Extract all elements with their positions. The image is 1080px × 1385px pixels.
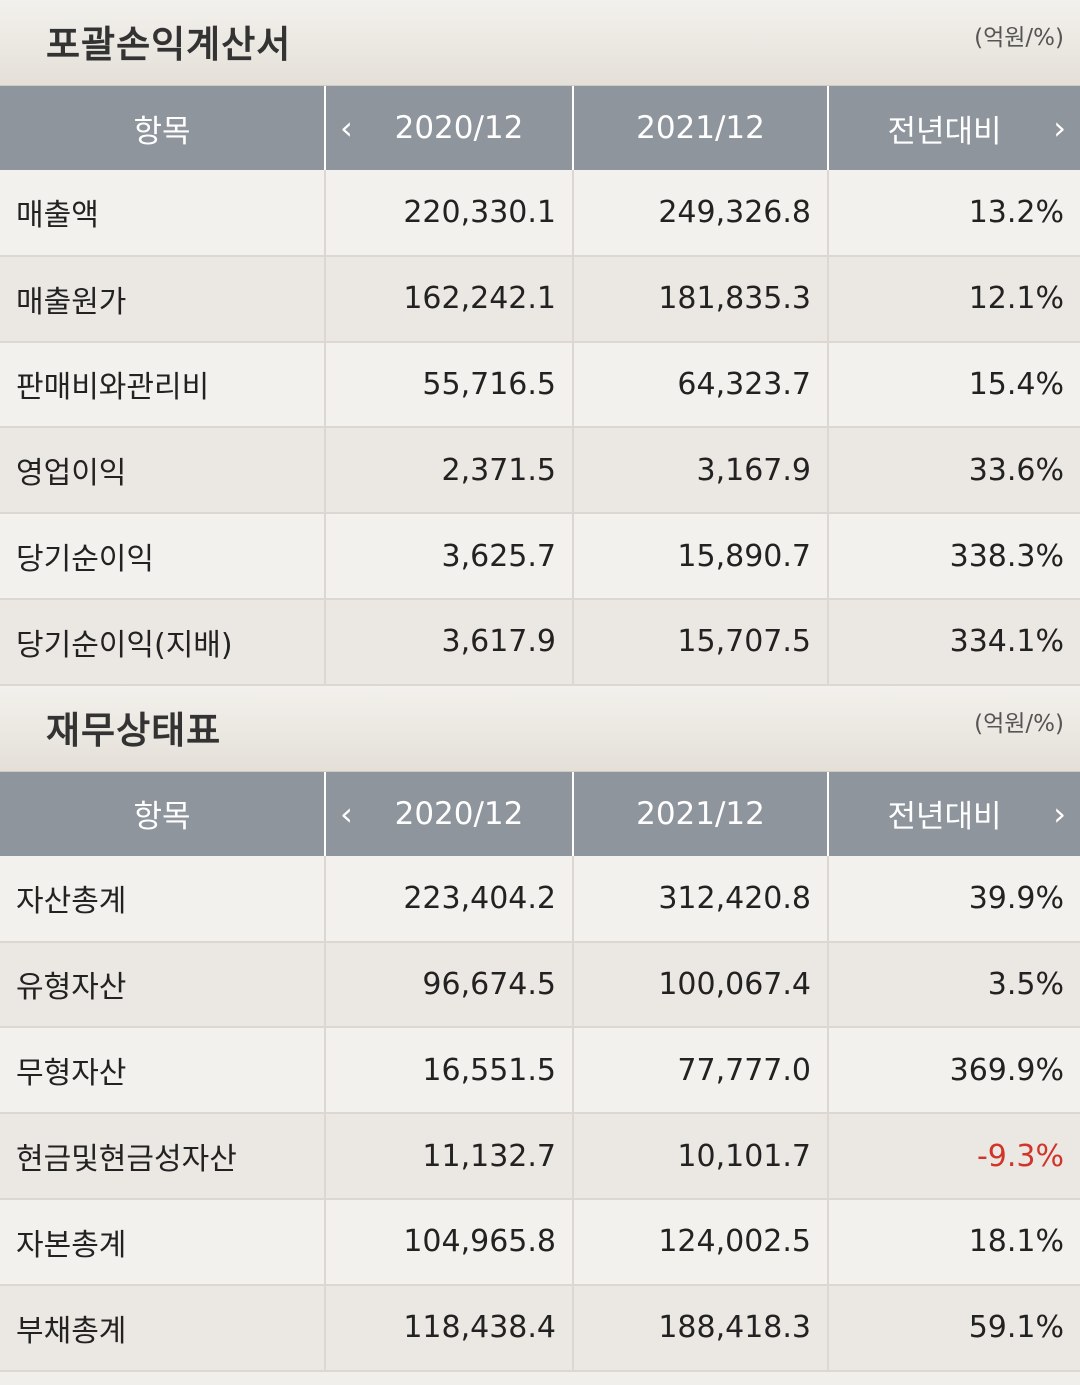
value-2021: 181,835.3 (573, 255, 829, 342)
value-yoy: 369.9% (949, 1052, 1064, 1088)
header-period1: ‹ 2020/12 (325, 86, 574, 170)
row-label: 자본총계 (0, 1198, 326, 1285)
value-yoy: 13.2% (968, 194, 1064, 230)
value-2020: 2,371.5 (325, 427, 574, 514)
table-row: 부채총계 118,438.4 188,418.3 59.1% (0, 1284, 1080, 1371)
row-label: 판매비와관리비 (0, 341, 326, 428)
value-yoy: -9.3% (976, 1138, 1064, 1174)
row-label: 무형자산 (0, 1027, 326, 1114)
chevron-left-icon[interactable]: ‹ (340, 109, 353, 147)
value-yoy: 18.1% (968, 1224, 1064, 1260)
value-2020: 3,625.7 (325, 513, 574, 599)
row-label: 매출액 (0, 170, 326, 256)
row-label: 자산총계 (0, 855, 326, 942)
value-2020: 104,965.8 (325, 1198, 574, 1285)
balance-section-title: 재무상태표 (46, 708, 222, 752)
value-2021: 64,323.7 (573, 341, 829, 428)
table-row: 매출액 220,330.1 249,326.8 13.2% (0, 170, 1080, 256)
value-2020: 162,242.1 (325, 255, 574, 342)
row-label: 당기순이익(지배) (0, 598, 326, 685)
table-row: 매출원가 162,242.1 181,835.3 12.1% (0, 255, 1080, 342)
income-section-header: 포괄손익계산서 (억원/%) (0, 0, 1080, 86)
value-yoy: 15.4% (968, 366, 1064, 402)
table-row: 자본총계 104,965.8 124,002.5 18.1% (0, 1198, 1080, 1285)
income-table-header: 항목 ‹ 2020/12 2021/12 전년대비 › (0, 86, 1080, 170)
balance-table: 항목 ‹ 2020/12 2021/12 전년대비 › 자산총계 223,404… (0, 771, 1080, 1372)
value-yoy: 59.1% (968, 1310, 1064, 1346)
header-period2: 2021/12 (573, 771, 829, 856)
row-label: 유형자산 (0, 941, 326, 1028)
value-yoy: 338.3% (949, 538, 1064, 574)
chevron-right-icon[interactable]: › (1053, 794, 1066, 833)
row-label: 매출원가 (0, 255, 326, 342)
value-2021: 249,326.8 (573, 170, 829, 256)
table-row: 현금및현금성자산 11,132.7 10,101.7 -9.3% (0, 1113, 1080, 1199)
income-table: 항목 ‹ 2020/12 2021/12 전년대비 › 매출액 220,330.… (0, 86, 1080, 686)
value-2020: 16,551.5 (325, 1027, 574, 1114)
header-item: 항목 (0, 86, 326, 170)
value-yoy: 3.5% (987, 966, 1064, 1002)
value-2020: 55,716.5 (325, 341, 574, 428)
value-2021: 124,002.5 (573, 1198, 829, 1285)
table-row: 자산총계 223,404.2 312,420.8 39.9% (0, 855, 1080, 942)
header-item: 항목 (0, 771, 326, 856)
value-2020: 220,330.1 (325, 170, 574, 256)
row-label: 영업이익 (0, 427, 326, 514)
chevron-left-icon[interactable]: ‹ (340, 794, 353, 833)
value-2021: 3,167.9 (573, 427, 829, 514)
table-row: 당기순이익(지배) 3,617.9 15,707.5 334.1% (0, 598, 1080, 685)
row-label: 부채총계 (0, 1284, 326, 1371)
value-yoy: 33.6% (968, 452, 1064, 488)
value-2020: 223,404.2 (325, 855, 574, 942)
table-row: 유형자산 96,674.5 100,067.4 3.5% (0, 941, 1080, 1028)
income-section-title: 포괄손익계산서 (46, 23, 292, 66)
balance-unit-label: (억원/%) (974, 710, 1064, 737)
balance-section-header: 재무상태표 (억원/%) (0, 685, 1080, 772)
chevron-right-icon[interactable]: › (1053, 109, 1066, 147)
header-period2: 2021/12 (573, 86, 829, 170)
header-yoy: 전년대비 › (887, 109, 1066, 150)
value-2021: 312,420.8 (573, 855, 829, 942)
value-2021: 10,101.7 (573, 1113, 829, 1199)
value-2020: 11,132.7 (325, 1113, 574, 1199)
value-2021: 77,777.0 (573, 1027, 829, 1114)
table-row: 무형자산 16,551.5 77,777.0 369.9% (0, 1027, 1080, 1114)
row-label: 현금및현금성자산 (0, 1113, 326, 1199)
table-row: 당기순이익 3,625.7 15,890.7 338.3% (0, 513, 1080, 599)
value-2021: 15,707.5 (573, 598, 829, 685)
row-label: 당기순이익 (0, 513, 326, 599)
value-yoy: 39.9% (968, 880, 1064, 916)
header-yoy: 전년대비 › (887, 794, 1066, 836)
table-row: 영업이익 2,371.5 3,167.9 33.6% (0, 427, 1080, 514)
balance-table-header: 항목 ‹ 2020/12 2021/12 전년대비 › (0, 771, 1080, 856)
header-period1: ‹ 2020/12 (325, 771, 574, 856)
income-unit-label: (억원/%) (974, 25, 1064, 51)
value-2021: 100,067.4 (573, 941, 829, 1028)
value-yoy: 12.1% (968, 281, 1064, 317)
value-2021: 15,890.7 (573, 513, 829, 599)
value-2020: 3,617.9 (325, 598, 574, 685)
value-2021: 188,418.3 (573, 1284, 829, 1371)
table-row: 판매비와관리비 55,716.5 64,323.7 15.4% (0, 341, 1080, 428)
value-2020: 96,674.5 (325, 941, 574, 1028)
value-2020: 118,438.4 (325, 1284, 574, 1371)
value-yoy: 334.1% (949, 624, 1064, 660)
